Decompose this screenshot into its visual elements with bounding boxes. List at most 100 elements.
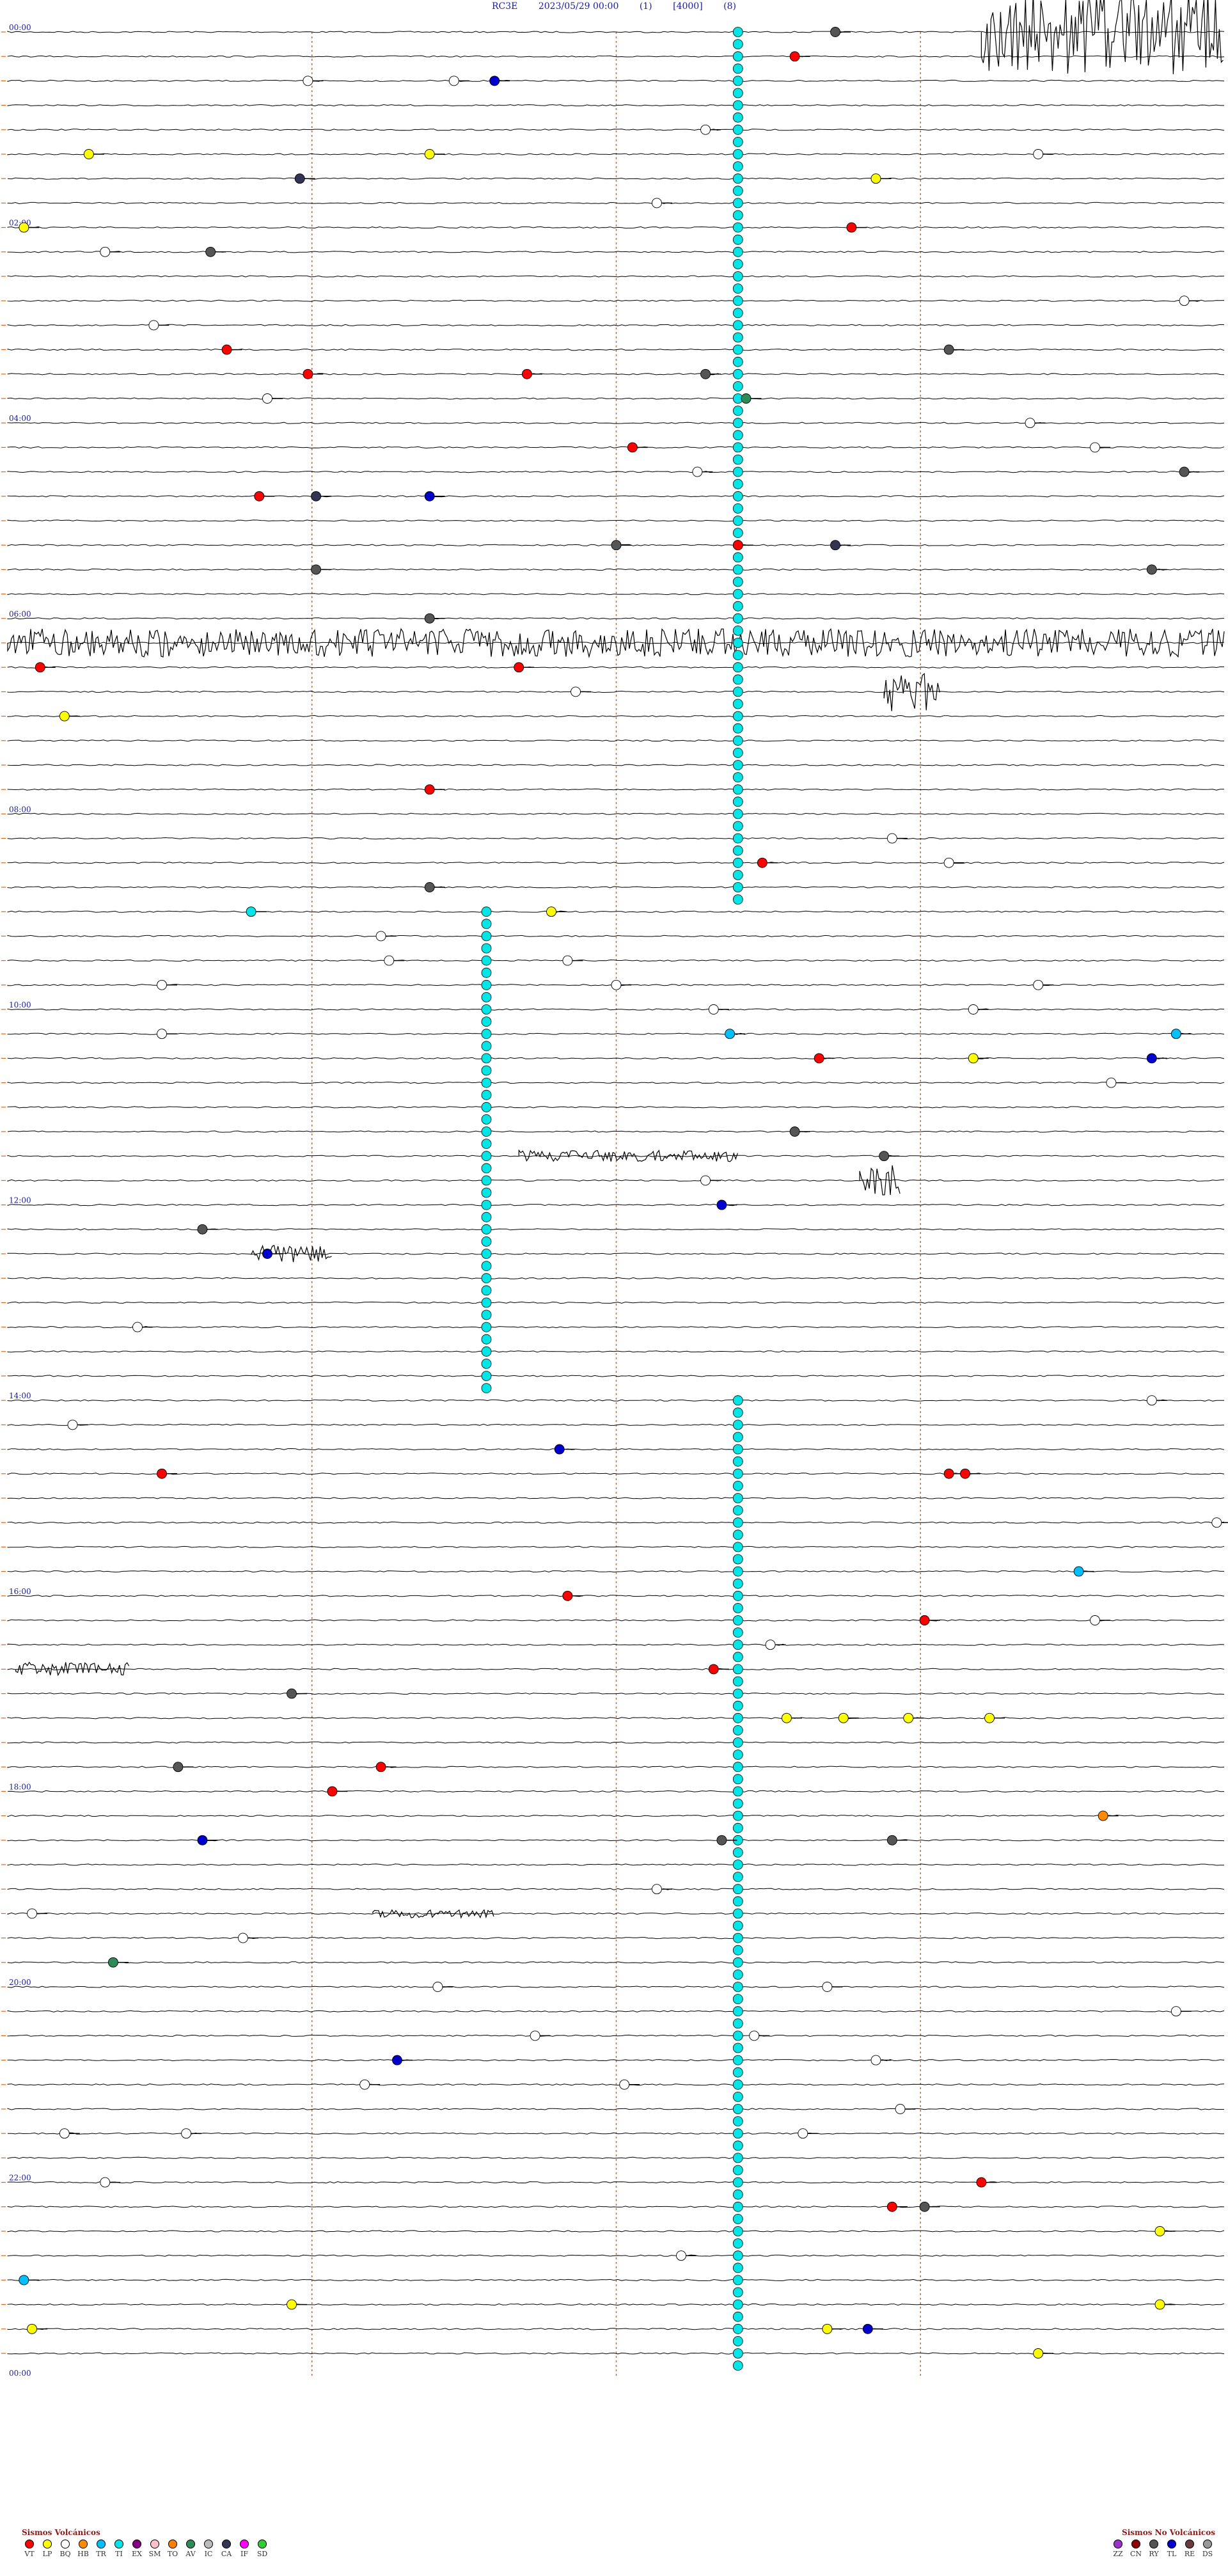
seismic-trace-row [7, 568, 1225, 571]
event-marker-bq [968, 1004, 979, 1015]
event-marker-vt [789, 51, 800, 62]
legend-dot-zz [1114, 2540, 1122, 2548]
seismic-burst [859, 1165, 901, 1196]
event-marker-ry [424, 613, 435, 624]
seismic-trace-row [7, 2156, 1225, 2160]
row-time-label: 04:00 [9, 414, 31, 423]
event-marker-ry [830, 27, 840, 37]
event-marker-vt [157, 1468, 167, 1479]
event-marker-tl [862, 2323, 873, 2334]
legend-item-av: AV [183, 2540, 198, 2558]
legend-item-hb: HB [75, 2540, 91, 2558]
tremor-marker [481, 979, 492, 990]
event-marker-vt [919, 1615, 930, 1625]
tremor-marker [732, 1810, 743, 1821]
seismic-trace-row [7, 1741, 1225, 1744]
seismic-trace-row [7, 1790, 1225, 1793]
tremor-marker [732, 149, 743, 159]
tremor-marker [481, 1212, 492, 1222]
event-marker-tl [489, 75, 500, 86]
legend-item-ic: IC [201, 2540, 216, 2558]
event-marker-bq [1170, 2006, 1181, 2017]
tremor-marker [732, 2238, 743, 2249]
event-marker-bq [765, 1640, 776, 1650]
seismic-trace-row [7, 1301, 1225, 1304]
legend-item-tr: TR [93, 2540, 109, 2558]
seismic-trace-row [7, 1179, 1225, 1182]
event-marker-vt [303, 368, 313, 379]
event-marker-av [741, 393, 752, 404]
tremor-marker [732, 1676, 743, 1687]
event-marker-lp [1154, 2299, 1165, 2310]
tremor-marker [732, 784, 743, 795]
tremor-marker [481, 1322, 492, 1332]
row-time-label: 20:00 [9, 1978, 31, 1987]
seismic-trace-row [7, 1473, 1225, 1475]
tremor-marker [732, 491, 743, 502]
seismic-trace-row [7, 617, 1225, 620]
tremor-marker [481, 1358, 492, 1369]
tremor-marker [481, 1285, 492, 1296]
tremor-marker [481, 1383, 492, 1394]
tremor-marker [732, 2323, 743, 2334]
tremor-marker [732, 1700, 743, 1711]
event-marker-ry [311, 564, 322, 575]
tremor-marker [732, 112, 743, 123]
seismic-trace-row [7, 1545, 1225, 1549]
row-time-label: 00:00 [9, 2369, 31, 2378]
tremor-marker [732, 1712, 743, 1723]
tremor-marker [732, 320, 743, 331]
legend-dot-ry [1149, 2540, 1158, 2548]
tremor-marker [481, 955, 492, 966]
row-time-label: 10:00 [9, 1000, 31, 1009]
tremor-marker [732, 1432, 743, 1442]
legend-item-ti: TI [111, 2540, 127, 2558]
tremor-marker [732, 2213, 743, 2224]
tremor-marker [732, 1468, 743, 1479]
tremor-marker [732, 478, 743, 489]
seismic-trace-row [7, 2083, 1225, 2086]
row-time-label: 08:00 [9, 805, 31, 814]
event-marker-lp [59, 711, 70, 722]
tremor-marker [732, 63, 743, 74]
legend-code-label: RY [1149, 2550, 1159, 2558]
legend-dot-lp [43, 2540, 52, 2548]
event-marker-bq [59, 2128, 70, 2139]
legend-code-label: DS [1202, 2550, 1213, 2558]
seismic-trace-row [7, 1423, 1225, 1426]
station-code: RC3E [492, 1, 518, 12]
event-marker-ca [311, 491, 322, 502]
event-marker-ry [1179, 466, 1190, 477]
tremor-marker [481, 1077, 492, 1088]
legend-code-label: TL [1167, 2550, 1177, 2558]
legend-item-vt: VT [22, 2540, 37, 2558]
legend-item-to: TO [165, 2540, 180, 2558]
legend-code-label: TO [167, 2550, 178, 2558]
tremor-marker [481, 1309, 492, 1320]
seismic-trace-row [7, 1155, 1225, 1157]
seismic-trace-row [7, 1766, 1225, 1768]
seismic-trace-row [7, 2181, 1225, 2184]
event-marker-vt [627, 442, 638, 453]
legend-dot-tr [97, 2540, 106, 2548]
tremor-marker [732, 100, 743, 111]
tremor-marker [732, 650, 743, 660]
tremor-marker [732, 1664, 743, 1675]
tremor-marker [481, 1016, 492, 1027]
tremor-marker [732, 1395, 743, 1406]
record-datetime: 2023/05/29 00:00 [538, 1, 619, 12]
tremor-marker [732, 368, 743, 379]
event-marker-ry [424, 882, 435, 892]
tremor-marker [732, 576, 743, 587]
event-marker-bq [1090, 442, 1100, 453]
legend-dot-ds [1203, 2540, 1212, 2548]
tremor-marker [732, 796, 743, 807]
seismic-trace-row [7, 1912, 1225, 1915]
event-marker-ti [246, 906, 256, 917]
event-marker-tr [725, 1029, 736, 1039]
event-marker-bq [1090, 1615, 1100, 1625]
legend-code-label: SM [148, 2550, 161, 2558]
event-marker-bq [692, 466, 703, 477]
tremor-marker [481, 1089, 492, 1100]
event-marker-bq [1033, 149, 1044, 159]
